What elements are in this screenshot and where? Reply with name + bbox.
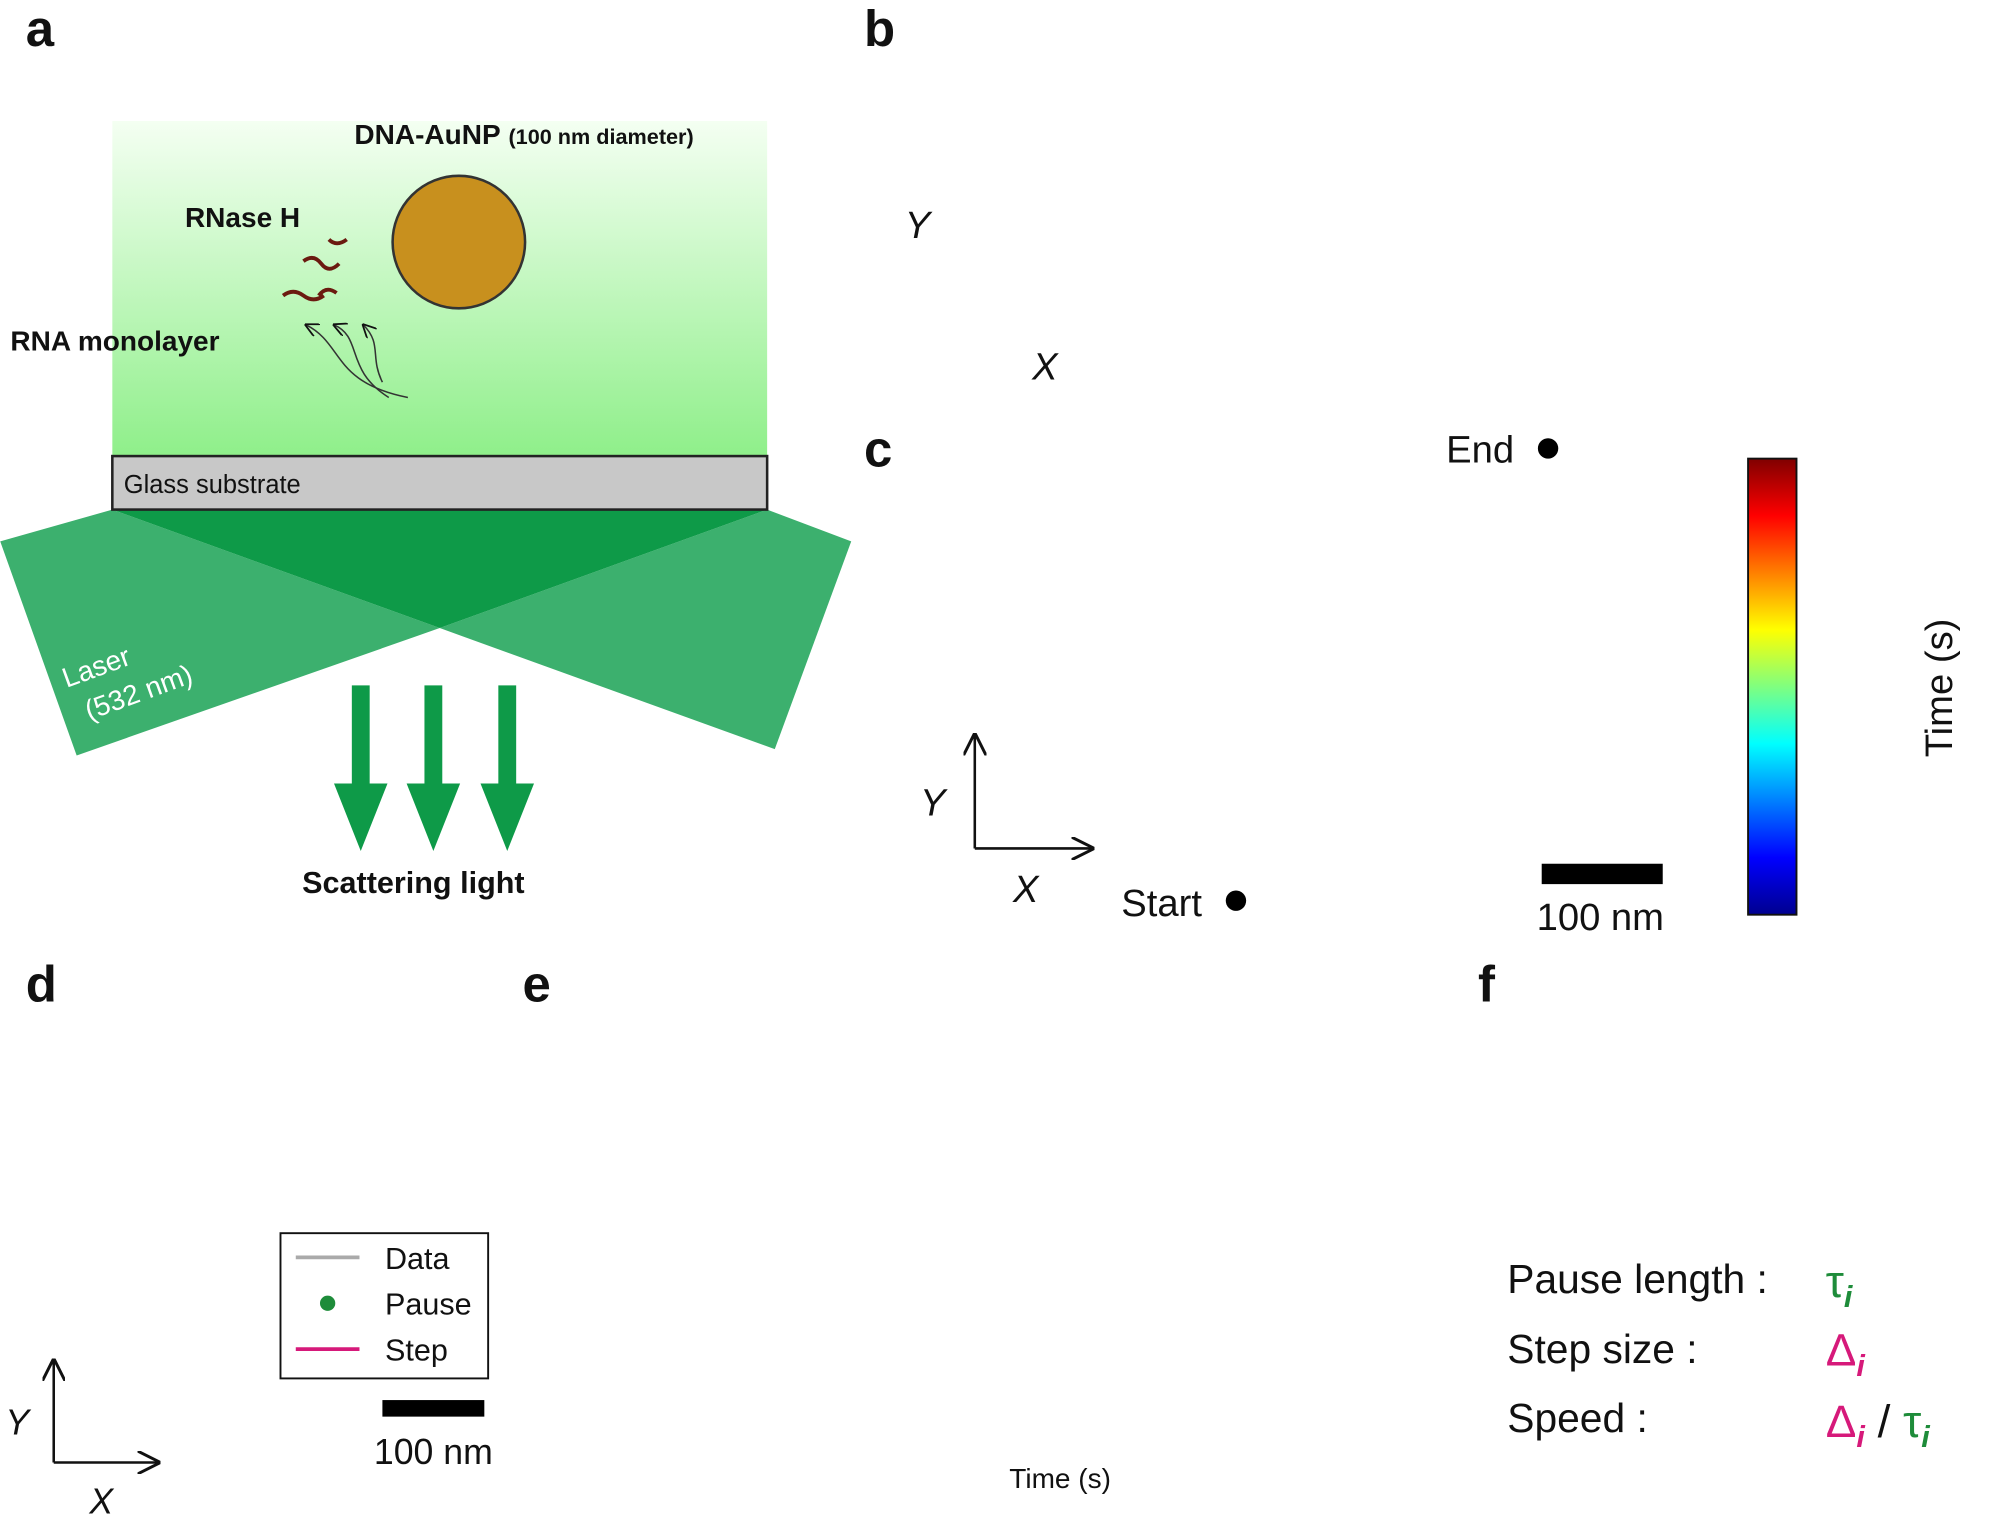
panel-label: b: [864, 0, 895, 57]
formula: τi: [1826, 1255, 1854, 1314]
x-axis-label: Time (s): [1009, 1463, 1111, 1494]
symbol: Δ: [1826, 1395, 1857, 1447]
panel-label: e: [523, 955, 551, 1012]
axis-label: X: [1012, 868, 1040, 911]
axes-arrows: [975, 735, 1092, 848]
definition: Speed :: [1507, 1395, 1647, 1441]
axis-label: X: [1031, 346, 1059, 389]
monolayer-label: RNA monolayer: [10, 325, 219, 356]
laser-beam: [439, 509, 852, 750]
definition: Step size :: [1507, 1326, 1697, 1372]
scatter-arrows: [333, 685, 535, 851]
symbol: τ: [1903, 1395, 1921, 1447]
panel-label: f: [1478, 955, 1496, 1012]
particle-name: DNA-AuNP: [354, 119, 500, 150]
particle-note: (100 nm diameter): [508, 124, 693, 149]
enzyme-label: RNase H: [185, 202, 300, 233]
laser-beam: [0, 509, 440, 756]
scale-label: 100 nm: [1537, 896, 1664, 939]
gold-nanoparticle: [391, 174, 527, 310]
end-dot: [1537, 438, 1559, 459]
legend-label: Pause: [385, 1288, 472, 1322]
rna-fragments: [281, 237, 348, 302]
symbol: Δ: [1826, 1324, 1857, 1376]
start-dot: [1225, 890, 1247, 911]
panel-label: d: [26, 955, 57, 1012]
panel-label: c: [864, 420, 892, 477]
scale-label: 100 nm: [374, 1432, 493, 1472]
panel-label: a: [26, 0, 55, 57]
subscript: i: [1921, 1420, 1931, 1454]
output-label: Scattering light: [302, 866, 524, 900]
axis-label: Y: [5, 1402, 31, 1442]
scale-bar: [382, 1400, 485, 1417]
substrate: [111, 454, 769, 511]
axis-label: X: [88, 1481, 114, 1516]
symbol: τ: [1826, 1255, 1844, 1307]
scale-bar: [1541, 863, 1663, 885]
formula: Δi / τi: [1826, 1395, 1931, 1454]
substrate-label: Glass substrate: [124, 471, 301, 499]
legend-label: Step: [385, 1334, 448, 1368]
definition: Pause length :: [1507, 1256, 1768, 1302]
axis-label: Y: [905, 204, 933, 247]
legend-dot: [319, 1295, 336, 1311]
axis-label: Y: [920, 781, 948, 824]
legend-label: Data: [385, 1242, 450, 1276]
slash: /: [1878, 1395, 1891, 1447]
start-label: Start: [1121, 882, 1202, 925]
colorbar-label: Time (s): [1918, 619, 1961, 758]
end-label: End: [1446, 428, 1514, 471]
beam-cross: [112, 509, 768, 629]
axes-arrows: [54, 1361, 158, 1463]
subscript: i: [1844, 1280, 1854, 1314]
subscript: i: [1856, 1349, 1866, 1383]
subscript: i: [1856, 1420, 1866, 1454]
release-arrows: [306, 325, 409, 399]
colorbar: [1747, 457, 1798, 916]
formula: Δi: [1826, 1324, 1867, 1383]
particle-label: DNA-AuNP (100 nm diameter): [354, 119, 693, 150]
